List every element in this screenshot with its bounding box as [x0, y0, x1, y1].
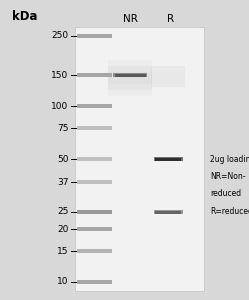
Text: 15: 15 — [57, 247, 68, 256]
Text: R: R — [167, 14, 174, 25]
Text: 2ug loading: 2ug loading — [210, 154, 249, 164]
Bar — [77, 249, 112, 253]
Bar — [77, 73, 112, 77]
Bar — [77, 126, 112, 130]
Bar — [155, 211, 181, 214]
Bar — [77, 180, 112, 184]
Text: 37: 37 — [57, 178, 68, 187]
Bar — [108, 72, 152, 96]
Text: 50: 50 — [57, 154, 68, 164]
Bar — [75, 27, 204, 291]
Text: 75: 75 — [57, 124, 68, 133]
Bar — [77, 210, 112, 214]
Text: 20: 20 — [57, 224, 68, 233]
Text: 10: 10 — [57, 278, 68, 286]
Bar — [77, 34, 112, 38]
Bar — [155, 158, 181, 160]
Bar — [154, 210, 183, 214]
Bar — [77, 157, 112, 161]
Text: NR: NR — [123, 14, 138, 25]
Bar — [108, 66, 152, 90]
Text: kDa: kDa — [12, 10, 38, 23]
Text: 250: 250 — [51, 32, 68, 40]
Bar — [115, 74, 146, 76]
Text: 25: 25 — [57, 208, 68, 217]
Text: R=reduced: R=reduced — [210, 207, 249, 216]
Bar — [77, 227, 112, 231]
Bar — [151, 66, 185, 87]
Text: NR=Non-: NR=Non- — [210, 172, 246, 181]
Bar — [154, 157, 183, 161]
Text: 100: 100 — [51, 101, 68, 110]
Bar — [77, 280, 112, 284]
Bar — [77, 104, 112, 108]
Bar — [113, 73, 147, 77]
Text: reduced: reduced — [210, 189, 242, 198]
Bar — [108, 60, 152, 84]
Text: 150: 150 — [51, 70, 68, 80]
